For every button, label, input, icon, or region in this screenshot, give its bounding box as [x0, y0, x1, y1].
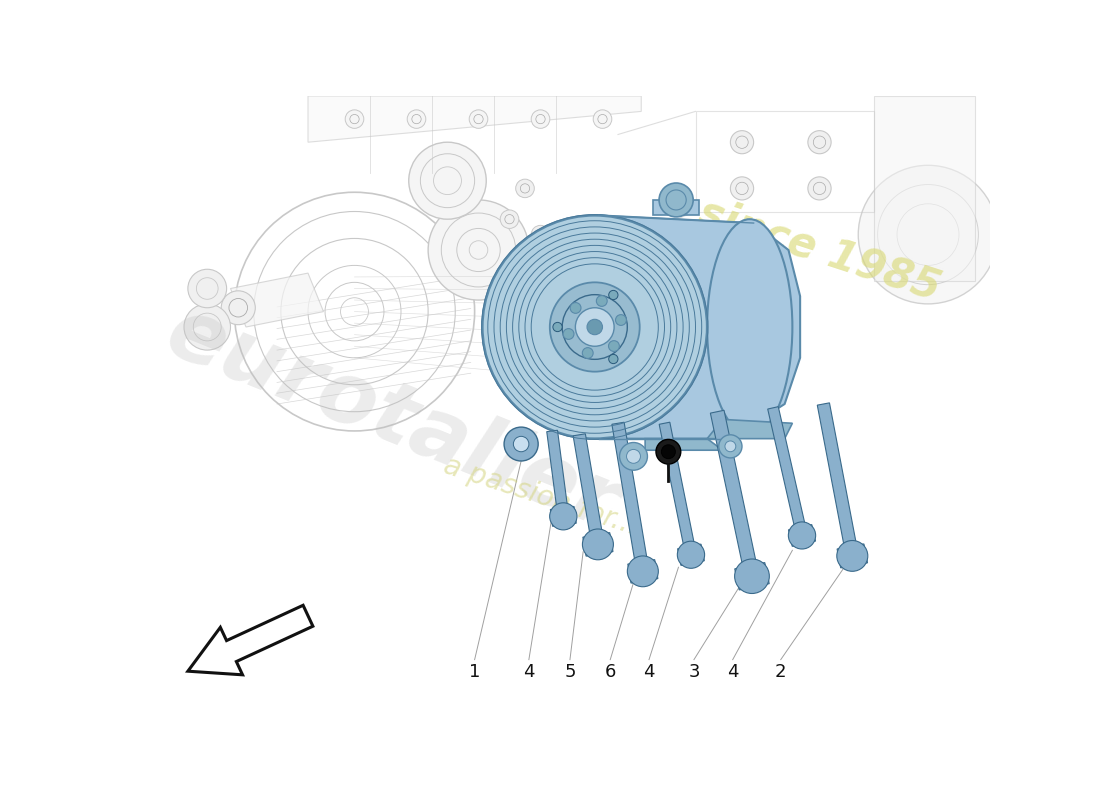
Circle shape — [619, 442, 648, 470]
Text: 5: 5 — [564, 663, 575, 681]
Text: a passion for...: a passion for... — [440, 452, 641, 541]
Circle shape — [575, 308, 614, 346]
Text: 3: 3 — [689, 663, 700, 681]
Circle shape — [858, 166, 998, 304]
Polygon shape — [628, 560, 658, 583]
Circle shape — [656, 439, 681, 464]
Circle shape — [678, 542, 705, 568]
Circle shape — [608, 341, 619, 351]
Circle shape — [730, 177, 754, 200]
Circle shape — [789, 522, 815, 549]
Circle shape — [659, 183, 693, 217]
Text: 2: 2 — [776, 663, 786, 681]
Circle shape — [807, 130, 832, 154]
Polygon shape — [598, 215, 800, 438]
Circle shape — [608, 354, 618, 364]
Polygon shape — [735, 562, 769, 590]
Circle shape — [730, 130, 754, 154]
Polygon shape — [837, 544, 868, 568]
Circle shape — [188, 270, 227, 308]
Text: eurotaller: eurotaller — [155, 291, 631, 548]
Circle shape — [550, 282, 640, 372]
Polygon shape — [653, 200, 700, 215]
Circle shape — [504, 427, 538, 461]
Circle shape — [587, 319, 603, 334]
Polygon shape — [707, 419, 792, 438]
Circle shape — [184, 304, 231, 350]
Circle shape — [627, 450, 640, 463]
Circle shape — [516, 179, 535, 198]
Circle shape — [616, 314, 626, 326]
Polygon shape — [768, 406, 805, 528]
Polygon shape — [612, 422, 648, 563]
Polygon shape — [817, 403, 857, 547]
Circle shape — [593, 110, 612, 128]
Circle shape — [531, 110, 550, 128]
Circle shape — [725, 441, 736, 452]
Circle shape — [582, 348, 593, 358]
Circle shape — [531, 226, 550, 244]
Polygon shape — [789, 525, 815, 546]
Text: 1: 1 — [469, 663, 481, 681]
Text: 4: 4 — [524, 663, 535, 681]
Circle shape — [407, 110, 426, 128]
Polygon shape — [873, 96, 975, 281]
Circle shape — [596, 295, 607, 306]
Text: 6: 6 — [605, 663, 616, 681]
Ellipse shape — [707, 219, 792, 435]
Polygon shape — [678, 544, 704, 566]
Circle shape — [470, 110, 487, 128]
Text: 4: 4 — [727, 663, 738, 681]
Text: since 1985: since 1985 — [693, 191, 946, 309]
Circle shape — [500, 210, 519, 229]
Circle shape — [563, 329, 574, 339]
Circle shape — [345, 110, 364, 128]
Circle shape — [608, 290, 618, 300]
Circle shape — [409, 142, 486, 219]
Circle shape — [221, 291, 255, 325]
Circle shape — [582, 529, 614, 560]
Polygon shape — [550, 506, 576, 526]
Circle shape — [550, 502, 576, 530]
Polygon shape — [645, 438, 723, 450]
Polygon shape — [573, 434, 603, 536]
FancyArrow shape — [188, 606, 312, 675]
Text: 4: 4 — [644, 663, 654, 681]
Polygon shape — [308, 96, 641, 142]
Circle shape — [483, 215, 707, 438]
Circle shape — [553, 322, 562, 332]
Circle shape — [837, 541, 868, 571]
Circle shape — [807, 177, 832, 200]
Circle shape — [627, 556, 658, 586]
Circle shape — [570, 302, 581, 314]
Polygon shape — [659, 422, 694, 547]
Polygon shape — [231, 273, 323, 327]
Polygon shape — [583, 533, 613, 556]
Circle shape — [514, 436, 529, 452]
Circle shape — [735, 559, 769, 594]
Circle shape — [428, 200, 529, 300]
Polygon shape — [711, 410, 757, 567]
Circle shape — [718, 435, 743, 458]
Circle shape — [661, 445, 675, 458]
Polygon shape — [547, 430, 568, 509]
